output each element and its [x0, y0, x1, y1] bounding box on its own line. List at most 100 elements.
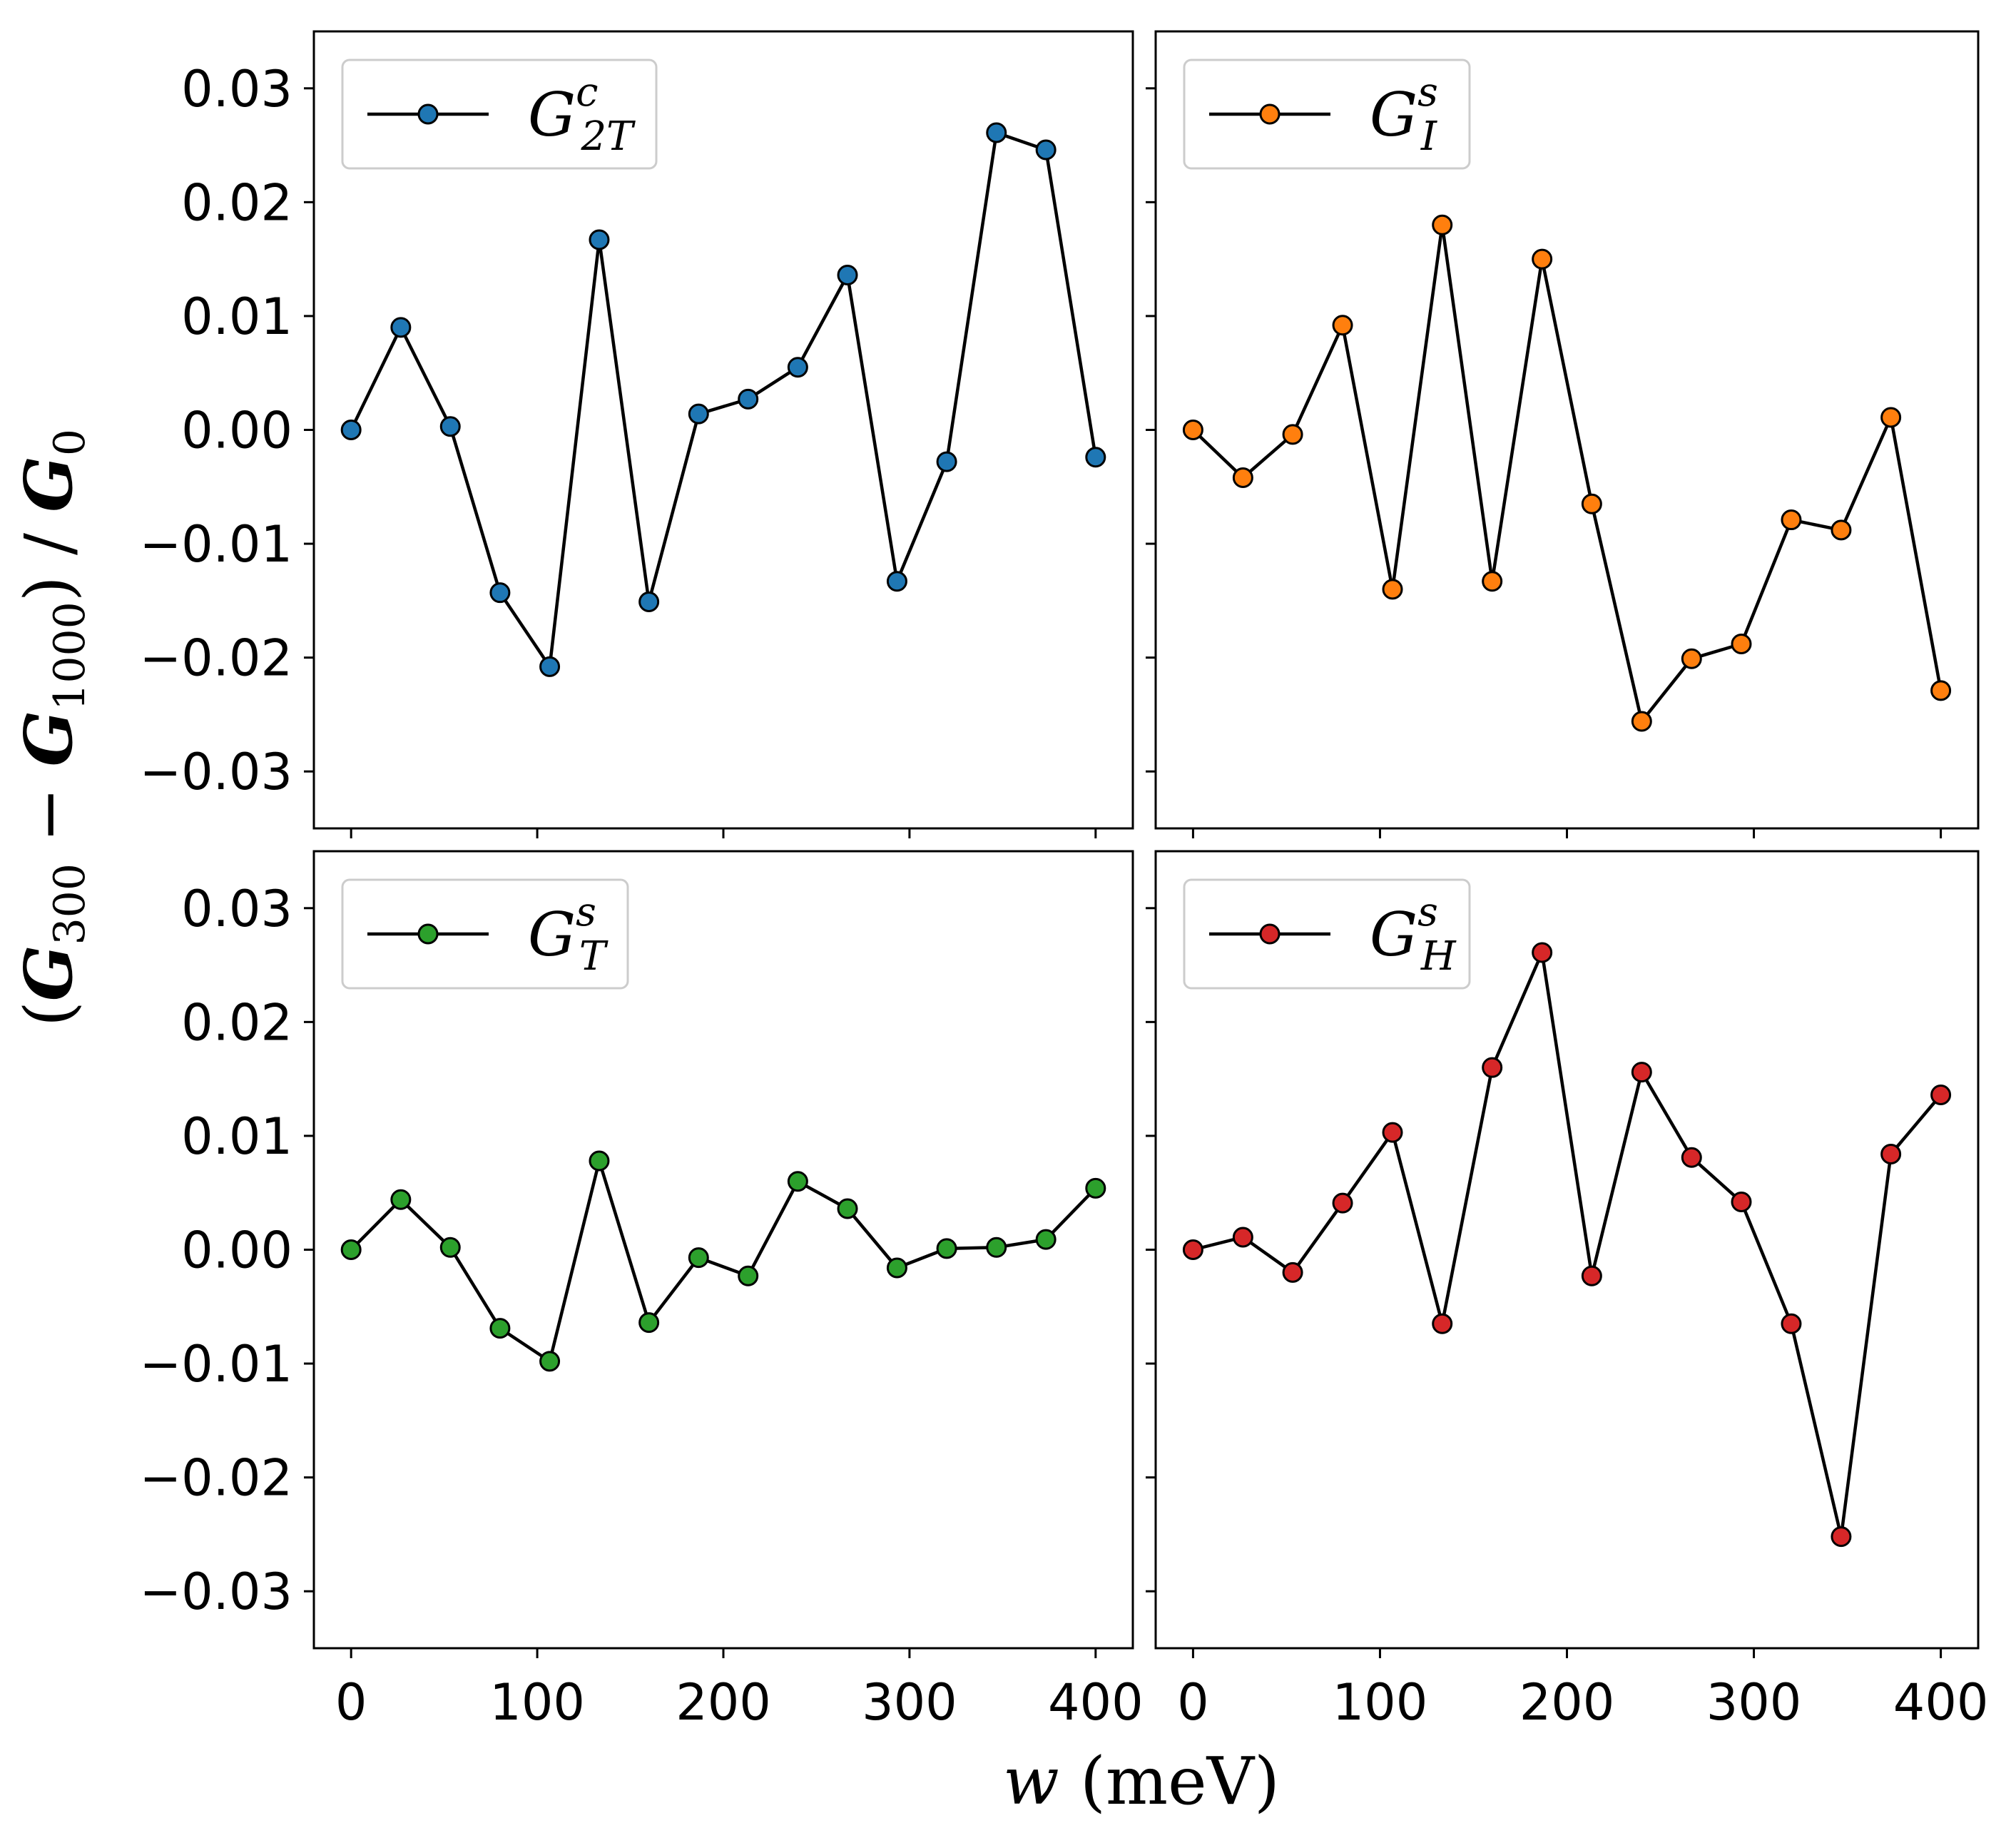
legend-label: Gc 2T [528, 69, 636, 160]
legend-sub: H [1420, 933, 1457, 980]
data-point [638, 1312, 660, 1334]
data-point [539, 1351, 561, 1372]
y-label-g3: G [10, 456, 87, 512]
data-point [539, 656, 561, 677]
data-point [1731, 1191, 1752, 1212]
legend: Gc 2T [341, 59, 658, 170]
legend-base: G [1370, 900, 1417, 970]
data-point [837, 1198, 858, 1219]
y-label-g2: G [10, 711, 87, 767]
legend-label: Gs I [1370, 69, 1438, 160]
legend-base: G [528, 900, 576, 970]
data-point [340, 1239, 362, 1260]
subplot-2: Gs I [1146, 30, 1980, 838]
y-tick-label: −0.01 [139, 515, 292, 574]
x-tick-label: 400 [1893, 1673, 1989, 1732]
legend-sub: I [1420, 113, 1438, 160]
data-point [1482, 571, 1503, 592]
data-point [589, 1150, 610, 1172]
y-tick-label: −0.02 [139, 629, 292, 688]
data-point [1781, 509, 1802, 531]
data-point [688, 403, 709, 425]
axes-frame [312, 850, 1134, 1650]
legend-sup: c [576, 69, 598, 116]
y-tick-label: 0.00 [181, 402, 292, 460]
axes-frame [1154, 30, 1980, 830]
data-point [1631, 711, 1652, 732]
data-point [936, 451, 957, 472]
data-point [1282, 1261, 1303, 1283]
data-point [390, 317, 412, 338]
y-label-open: ( [11, 1001, 87, 1027]
legend-sub: 2T [580, 113, 636, 160]
data-point [1781, 1313, 1802, 1334]
data-point [1232, 467, 1253, 489]
data-point [986, 122, 1007, 143]
data-point [1532, 942, 1553, 963]
data-point [489, 582, 511, 604]
x-tick-label: 0 [335, 1673, 367, 1732]
data-point [1681, 648, 1702, 669]
data-point [688, 1247, 709, 1269]
data-point [390, 1189, 412, 1210]
legend-marker [1259, 923, 1281, 945]
x-tick-label: 400 [1048, 1673, 1144, 1732]
legend-label: Gs T [528, 889, 609, 980]
legend: Gs H [1183, 878, 1471, 990]
data-point [1831, 1526, 1852, 1548]
legend-marker [417, 103, 439, 125]
data-point [886, 571, 907, 592]
subplot-1: 0.03 0.02 0.01 0.00 −0.01 −0.02 −0.03 Gc 2T [139, 30, 1134, 838]
data-point [936, 1238, 957, 1259]
y-tick-label: 0.01 [181, 288, 292, 346]
y-tick-label: −0.01 [139, 1335, 292, 1393]
series-line [350, 1159, 1097, 1364]
data-point [1880, 407, 1902, 428]
x-tick-label: 300 [862, 1673, 957, 1732]
data-point [1332, 1192, 1353, 1214]
axes-frame [312, 30, 1134, 830]
legend-base: G [1370, 80, 1417, 150]
y-axis-label: (G300 − G1000) / G0 [10, 429, 95, 1027]
legend-box [341, 59, 658, 170]
y-tick-label: 0.03 [181, 60, 292, 118]
series-line [1192, 950, 1943, 1538]
legend-sup: s [1417, 69, 1438, 116]
data-point [837, 264, 858, 285]
data-point [738, 1265, 759, 1286]
y-label-sub1: 300 [45, 863, 95, 945]
data-point [1182, 1239, 1203, 1260]
data-point [1831, 519, 1852, 541]
x-tick-label: 100 [1333, 1673, 1428, 1732]
data-point [638, 591, 660, 612]
data-point [1232, 1227, 1253, 1248]
x-tick-label: 0 [1177, 1673, 1209, 1732]
y-tick-label: 0.03 [181, 880, 292, 938]
x-axis-label: w (meV) [1003, 1743, 1280, 1819]
y-tick-label: −0.02 [139, 1449, 292, 1508]
y-tick-label: 0.00 [181, 1222, 292, 1280]
data-point [489, 1318, 511, 1339]
data-point [1731, 633, 1752, 654]
data-point [1631, 1062, 1652, 1083]
data-point [1382, 1122, 1403, 1143]
y-tick-label: 0.02 [181, 993, 292, 1052]
data-point [986, 1237, 1007, 1258]
axes-frame [1154, 850, 1980, 1650]
x-tick-label: 200 [1519, 1673, 1615, 1732]
x-label-unit: (meV) [1059, 1743, 1280, 1819]
x-tick-label: 100 [489, 1673, 585, 1732]
y-label-g1: G [10, 945, 87, 1002]
data-point [1930, 1084, 1952, 1105]
data-point [787, 357, 808, 378]
legend-sup: s [576, 889, 596, 935]
data-point [1880, 1143, 1902, 1164]
y-tick-label: −0.03 [139, 743, 292, 801]
data-point [1282, 424, 1303, 445]
legend-marker [417, 923, 439, 945]
data-point [340, 420, 362, 440]
data-point [1681, 1147, 1702, 1168]
subplot-3: 0.03 0.02 0.01 0.00 −0.01 −0.02 −0.03 0 100 200 30… [139, 850, 1144, 1732]
